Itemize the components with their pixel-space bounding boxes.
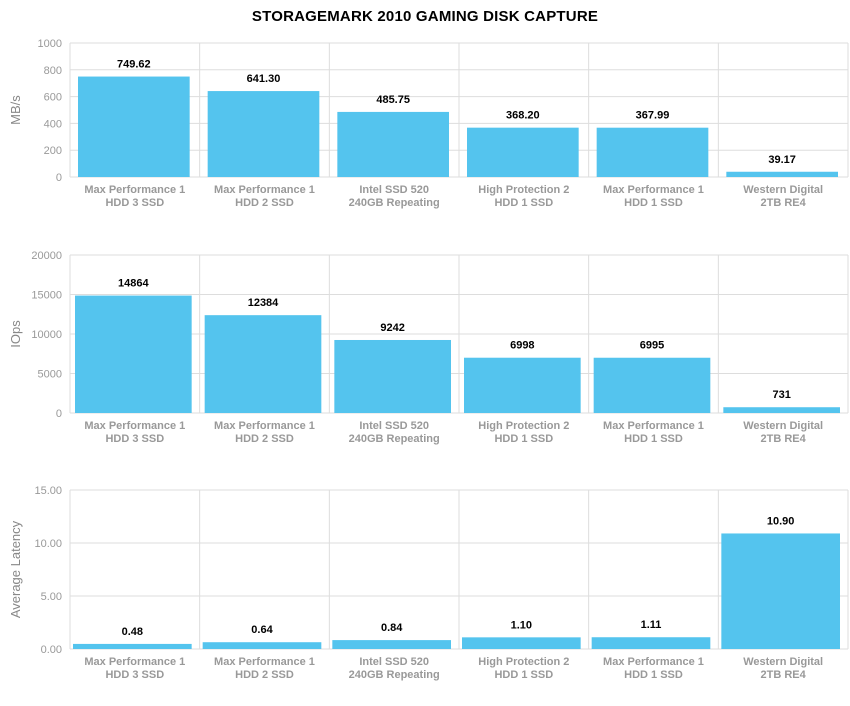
data-label: 6998 [510, 340, 534, 352]
data-label: 0.64 [251, 624, 273, 636]
x-tick-label: Max Performance 1 [84, 184, 185, 196]
x-tick-label: Max Performance 1 [603, 656, 704, 668]
x-tick-label: 240GB Repeating [349, 669, 440, 681]
bar [593, 357, 711, 413]
data-label: 485.75 [376, 94, 410, 106]
x-tick-label: HDD 1 SSD [624, 433, 683, 445]
x-tick-label: HDD 1 SSD [494, 433, 553, 445]
y-tick-label: 15000 [31, 290, 62, 302]
data-label: 0.48 [122, 626, 143, 638]
bar [721, 533, 840, 649]
y-tick-label: 800 [44, 65, 62, 77]
x-tick-label: 240GB Repeating [349, 433, 440, 445]
data-label: 731 [772, 389, 790, 401]
x-tick-label: HDD 3 SSD [105, 433, 164, 445]
x-tick-label: HDD 2 SSD [235, 197, 294, 209]
data-label: 1.10 [511, 619, 532, 631]
bar [596, 127, 709, 177]
y-tick-label: 15.00 [34, 485, 62, 497]
data-label: 749.62 [117, 59, 151, 71]
x-tick-label: Max Performance 1 [603, 184, 704, 196]
bar [202, 642, 322, 649]
y-tick-label: 10000 [31, 329, 62, 341]
x-tick-label: High Protection 2 [478, 656, 569, 668]
data-label: 641.30 [247, 73, 281, 85]
x-tick-label: HDD 1 SSD [494, 197, 553, 209]
data-label: 1.11 [641, 619, 662, 631]
x-tick-label: Intel SSD 520 [359, 184, 429, 196]
y-tick-label: 1000 [38, 38, 62, 50]
iops-bar-chart: 0 5000 10000 15000 20000 IOps 14864 Max Perform… [8, 250, 849, 445]
data-label: 10.90 [767, 515, 795, 527]
x-tick-label: HDD 1 SSD [624, 669, 683, 681]
bar [464, 357, 581, 413]
data-label: 367.99 [636, 110, 670, 122]
x-tick-label: 2TB RE4 [761, 197, 807, 209]
data-label: 12384 [248, 297, 279, 309]
y-tick-label: 200 [44, 145, 62, 157]
x-tick-label: HDD 3 SSD [105, 669, 164, 681]
mbps-bar-chart: 0 200 400 600 800 1000 MB/s 749.62 Max Performan… [8, 38, 849, 209]
x-tick-label: HDD 2 SSD [235, 433, 294, 445]
x-tick-label: HDD 2 SSD [235, 669, 294, 681]
x-tick-label: Max Performance 1 [214, 656, 315, 668]
x-tick-label: HDD 3 SSD [105, 197, 164, 209]
x-tick-label: Max Performance 1 [214, 420, 315, 432]
data-label: 14864 [118, 278, 149, 290]
bar [334, 339, 451, 413]
x-tick-label: 2TB RE4 [761, 669, 807, 681]
y-tick-label: 600 [44, 92, 62, 104]
x-tick-label: Max Performance 1 [84, 656, 185, 668]
bar [204, 315, 322, 413]
x-tick-label: High Protection 2 [478, 184, 569, 196]
y-tick-label: 0 [56, 408, 62, 420]
data-label: 0.84 [381, 622, 403, 634]
x-tick-label: HDD 1 SSD [624, 197, 683, 209]
y-axis-label: IOps [8, 320, 23, 348]
chart-title: STORAGEMARK 2010 GAMING DISK CAPTURE [251, 8, 599, 25]
x-tick-label: High Protection 2 [478, 420, 569, 432]
bar [591, 637, 711, 649]
x-tick-label: 240GB Repeating [349, 197, 440, 209]
y-tick-label: 5.00 [41, 591, 62, 603]
bar [207, 91, 320, 177]
y-tick-label: 5000 [38, 369, 62, 381]
x-tick-label: Western Digital [743, 184, 823, 196]
x-tick-label: Max Performance 1 [214, 184, 315, 196]
bar [462, 637, 581, 649]
bar [73, 643, 192, 649]
x-tick-label: Intel SSD 520 [359, 656, 429, 668]
bar [723, 407, 840, 413]
y-axis-label: MB/s [8, 95, 23, 125]
x-tick-label: Intel SSD 520 [359, 420, 429, 432]
x-tick-label: Western Digital [743, 656, 823, 668]
y-tick-label: 0.00 [41, 644, 62, 656]
data-label: 39.17 [768, 154, 796, 166]
y-axis-label: Average Latency [8, 520, 23, 618]
bar [78, 76, 190, 177]
y-tick-label: 10.00 [34, 538, 62, 550]
x-tick-label: Western Digital [743, 420, 823, 432]
data-label: 368.20 [506, 110, 540, 122]
y-tick-label: 0 [56, 172, 62, 184]
bar [726, 171, 838, 177]
x-tick-label: HDD 1 SSD [494, 669, 553, 681]
data-label: 6995 [640, 340, 664, 352]
y-tick-label: 20000 [31, 250, 62, 262]
bar [75, 295, 192, 413]
bar [467, 127, 579, 177]
bar [337, 111, 449, 177]
bar [332, 640, 451, 649]
x-tick-label: 2TB RE4 [761, 433, 807, 445]
x-tick-label: Max Performance 1 [84, 420, 185, 432]
data-label: 9242 [380, 322, 404, 334]
y-tick-label: 400 [44, 118, 62, 130]
x-tick-label: Max Performance 1 [603, 420, 704, 432]
